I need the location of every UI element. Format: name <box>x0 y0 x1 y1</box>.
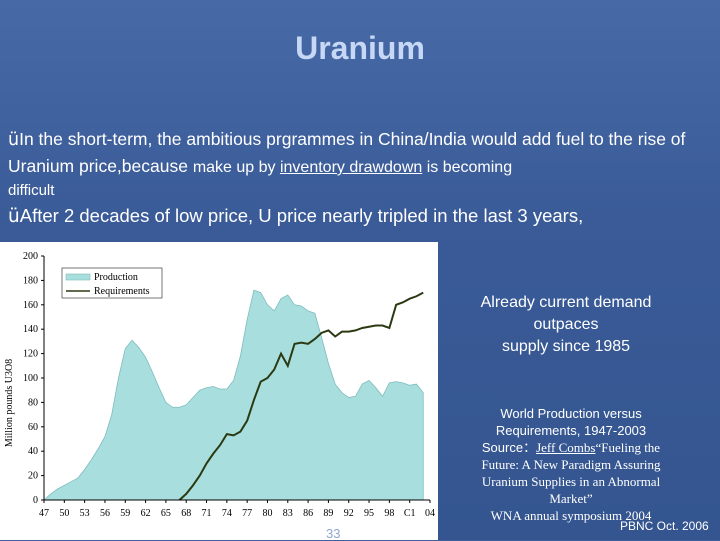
x-tick-label: 83 <box>283 508 293 519</box>
x-tick-label: 62 <box>141 508 151 519</box>
source-author: Jeff Combs <box>536 440 596 455</box>
x-tick-label: 77 <box>242 508 252 519</box>
x-tick-label: 68 <box>181 508 191 519</box>
y-tick-label: 200 <box>23 251 38 262</box>
source-line-4: Future: A New Paradigm Assuring <box>481 457 661 472</box>
requirements-line <box>178 291 424 501</box>
callout-line-3: supply since 1985 <box>501 338 631 355</box>
y-tick-label: 180 <box>23 275 38 286</box>
footer-text: PBNC Oct. 2006 <box>620 519 709 533</box>
legend-box <box>61 267 163 299</box>
x-tick-label: 53 <box>80 508 90 519</box>
x-tick-label: 47 <box>39 508 49 519</box>
check-icon: ü <box>8 130 20 150</box>
chart-panel: 0 20 40 60 80 100 120 140 160 180 200 47 50 53 56 59 62 6… <box>0 242 438 540</box>
source-line-3: Source：Jeff Combs“Fueling the <box>446 439 696 456</box>
x-tick-label: 04 <box>425 508 435 519</box>
x-tick-label: 80 <box>262 508 272 519</box>
source-line-1: World Production versus <box>500 406 642 421</box>
bullet-list: üIn the short-term, the ambitious prgram… <box>8 126 714 230</box>
y-axis-title: Million pounds U3O8 <box>4 359 15 447</box>
legend-label-production: Production <box>94 272 138 283</box>
legend-label-requirements: Requirements <box>94 286 150 297</box>
x-tick-label: 92 <box>344 508 354 519</box>
y-tick-label: 20 <box>28 471 38 482</box>
callout-line-1: Already current demand <box>480 294 652 311</box>
bullet-1-text-b: make up by <box>192 159 280 176</box>
y-tick-label: 120 <box>23 349 38 360</box>
bullet-1: üIn the short-term, the ambitious prgram… <box>8 126 714 181</box>
production-requirements-chart: 0 20 40 60 80 100 120 140 160 180 200 47 50 53 56 59 62 6… <box>4 251 435 519</box>
legend-swatch-production <box>65 273 91 281</box>
demand-callout: Already current demand outpaces supply s… <box>446 292 686 358</box>
y-tick-label: 140 <box>23 324 38 335</box>
callout-line-2: outpaces <box>533 316 599 333</box>
page-number: 33 <box>326 526 341 541</box>
x-tick-label: 50 <box>59 508 69 519</box>
y-tick-label: 160 <box>23 300 38 311</box>
y-tick-label: 80 <box>28 397 38 408</box>
slide-title: Uranium <box>295 30 425 66</box>
x-tick-label: C1 <box>404 508 416 519</box>
source-line-2: Requirements, 1947-2003 <box>495 423 647 438</box>
x-tick-label: 86 <box>303 508 313 519</box>
bullet-1-underlined: inventory drawdown <box>279 159 423 176</box>
x-tick-label: 65 <box>161 508 171 519</box>
x-tick-label: 74 <box>222 508 232 519</box>
bullet-1-text-a: In the short-term, the ambitious prgramm… <box>8 129 686 176</box>
x-tick-label: 98 <box>384 508 394 519</box>
bullet-2-text: After 2 decades of low price, U price ne… <box>19 205 584 226</box>
x-tick-label: 89 <box>323 508 333 519</box>
source-line-7: WNA annual symposium 2004 <box>490 508 652 523</box>
bullet-1-tail: difficult <box>8 182 55 199</box>
source-prefix: Source： <box>481 440 537 455</box>
source-line-6: Market” <box>549 491 593 506</box>
check-icon: ü <box>8 206 20 227</box>
x-tick-label: 71 <box>202 508 212 519</box>
bullet-1-text-c: is becoming <box>422 159 513 176</box>
y-tick-label: 60 <box>28 422 38 433</box>
chart-source: World Production versus Requirements, 19… <box>446 405 696 524</box>
source-title-start: “Fueling the <box>595 440 661 455</box>
x-tick-label: 95 <box>364 508 374 519</box>
y-tick-label: 0 <box>33 495 38 506</box>
x-tick-label: 56 <box>100 508 110 519</box>
production-area <box>42 289 424 501</box>
y-tick-label: 40 <box>28 446 38 457</box>
y-tick-label: 100 <box>23 373 38 384</box>
source-line-5: Uranium Supplies in an Abnormal <box>481 474 661 489</box>
bullet-2: üAfter 2 decades of low price, U price n… <box>8 203 714 230</box>
x-tick-label: 59 <box>120 508 130 519</box>
